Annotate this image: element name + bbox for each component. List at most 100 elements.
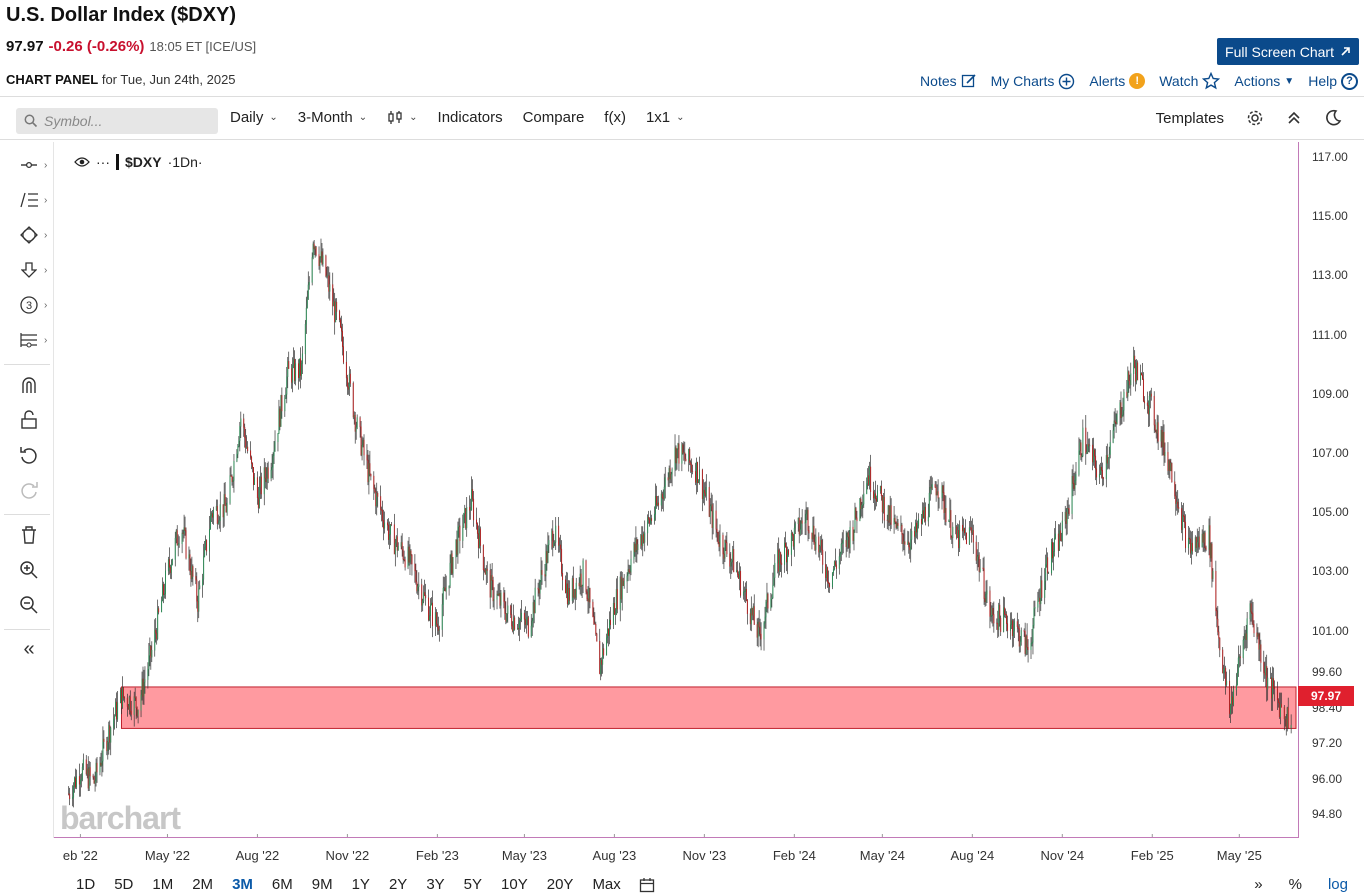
zoom-out-tool[interactable] (16, 592, 42, 618)
templates-button[interactable]: Templates (1155, 109, 1224, 127)
actions-menu[interactable]: Actions ▼ (1234, 73, 1294, 89)
x-tick-label: Aug '24 (950, 848, 995, 863)
interval-dropdown[interactable]: Daily ⌄ (230, 109, 278, 126)
top-nav: Notes My Charts Alerts ! Watch Actions ▼… (920, 70, 1358, 92)
y-tick-label: 105.00 (1312, 505, 1349, 520)
x-tick-label: May '23 (501, 848, 547, 863)
double-chevron-down-icon[interactable]: » (1254, 876, 1263, 893)
fibonacci-icon (20, 192, 38, 208)
function-button[interactable]: f(x) (604, 109, 626, 126)
chevron-down-icon: ⌄ (409, 112, 418, 123)
chevron-right-icon: › (44, 264, 48, 276)
price-chart[interactable] (54, 142, 1298, 838)
percent-scale-toggle[interactable]: % (1288, 876, 1302, 893)
compare-button[interactable]: Compare (522, 109, 585, 126)
measure-tool[interactable]: › (16, 327, 47, 353)
layout-label: 1x1 (645, 109, 671, 126)
legend-options-icon[interactable]: ··· (96, 154, 110, 170)
period-dropdown[interactable]: 3-Month ⌄ (298, 109, 367, 126)
calendar-icon[interactable] (639, 877, 655, 893)
redo-tool[interactable] (16, 477, 42, 503)
alerts-link[interactable]: Alerts ! (1089, 73, 1146, 89)
arrow-tool[interactable]: › (16, 257, 47, 283)
actions-label: Actions (1234, 73, 1281, 89)
watch-label: Watch (1159, 73, 1199, 89)
redo-icon (21, 482, 38, 499)
support-zone-rectangle (120, 686, 1297, 729)
collapse-up-icon[interactable] (1286, 110, 1302, 126)
zoom-in-tool[interactable] (16, 557, 42, 583)
last-price: 97.97 (6, 38, 44, 55)
full-screen-chart-button[interactable]: Full Screen Chart (1217, 38, 1359, 65)
chevron-right-icon: › (44, 229, 48, 241)
range-button-3m[interactable]: 3M (232, 876, 253, 893)
chevron-right-icon: › (44, 194, 48, 206)
chevron-right-icon: › (44, 159, 48, 171)
series-color-bar (116, 154, 119, 170)
alert-badge-icon: ! (1129, 73, 1146, 89)
undo-tool[interactable] (16, 442, 42, 468)
my-charts-link[interactable]: My Charts (991, 73, 1076, 90)
range-button-max[interactable]: Max (592, 876, 621, 893)
indicators-button[interactable]: Indicators (437, 109, 503, 126)
help-label: Help (1308, 73, 1337, 89)
caret-down-icon: ▼ (1284, 75, 1295, 87)
legend-symbol: $DXY (125, 154, 162, 170)
star-icon (1202, 72, 1221, 90)
range-button-9m[interactable]: 9M (311, 876, 333, 893)
range-button-10y[interactable]: 10Y (501, 876, 528, 893)
magnet-icon (22, 377, 36, 393)
gear-icon[interactable] (1246, 109, 1264, 127)
measure-icon (20, 333, 37, 348)
x-tick-label: Nov '22 (325, 848, 370, 863)
help-link[interactable]: Help ? (1308, 72, 1358, 90)
x-axis (54, 837, 1298, 838)
search-icon (24, 114, 38, 128)
range-button-1d[interactable]: 1D (76, 876, 96, 893)
undo-icon (20, 447, 37, 464)
range-button-20y[interactable]: 20Y (546, 876, 574, 893)
y-tick-label: 94.80 (1312, 807, 1343, 822)
y-tick-label: 107.00 (1312, 445, 1349, 460)
notes-link[interactable]: Notes (920, 73, 977, 89)
range-button-1m[interactable]: 1M (152, 876, 174, 893)
chevron-down-icon: ⌄ (358, 112, 368, 123)
range-buttons: 1D 5D 1M 2M 3M 6M 9M 1Y 2Y 3Y 5Y 10Y 20Y Max (76, 876, 621, 893)
range-button-1y[interactable]: 1Y (351, 876, 370, 893)
lock-tool[interactable] (16, 407, 42, 433)
range-button-3y[interactable]: 3Y (426, 876, 445, 893)
double-chevron-left-icon: « (23, 637, 35, 660)
shape-tool[interactable]: › (16, 222, 47, 248)
delete-tool[interactable] (16, 522, 42, 548)
edit-icon (961, 74, 976, 88)
chart-panel-label: CHART PANEL for Tue, Jun 24th, 2025 (6, 72, 236, 87)
range-button-5d[interactable]: 5D (114, 876, 134, 893)
symbol-search-input[interactable]: Symbol... (16, 108, 218, 134)
eye-icon[interactable] (74, 156, 90, 168)
count-tool[interactable]: 3 › (16, 292, 47, 318)
y-tick-label: 97.20 (1312, 736, 1343, 751)
range-button-6m[interactable]: 6M (271, 876, 293, 893)
log-scale-toggle[interactable]: log (1327, 876, 1348, 893)
line-tool[interactable]: › (16, 152, 47, 178)
y-tick-label: 103.00 (1312, 564, 1349, 579)
fib-tool[interactable]: › (16, 187, 47, 213)
interval-label: Daily (230, 109, 264, 126)
panel-date: for Tue, Jun 24th, 2025 (101, 72, 236, 87)
range-button-5y[interactable]: 5Y (463, 876, 483, 893)
collapse-sidebar-button[interactable]: « (16, 636, 42, 662)
y-tick-label: 117.00 (1312, 149, 1348, 164)
numbered-circle-icon: 3 (20, 296, 38, 314)
expand-arrow-icon (1340, 44, 1351, 60)
range-button-2m[interactable]: 2M (192, 876, 214, 893)
price-change: -0.26 (-0.26%) (48, 38, 145, 55)
magnet-tool[interactable] (16, 372, 42, 398)
divider (4, 364, 50, 365)
range-button-2y[interactable]: 2Y (388, 876, 408, 893)
x-tick-label: Nov '23 (682, 848, 727, 863)
chart-type-dropdown[interactable]: ⌄ (387, 110, 418, 126)
dark-mode-moon-icon[interactable] (1324, 109, 1342, 127)
layout-dropdown[interactable]: 1x1 ⌄ (646, 109, 685, 126)
watch-link[interactable]: Watch (1159, 72, 1221, 90)
chart-legend: ··· $DXY ·1Dn· (74, 154, 203, 170)
